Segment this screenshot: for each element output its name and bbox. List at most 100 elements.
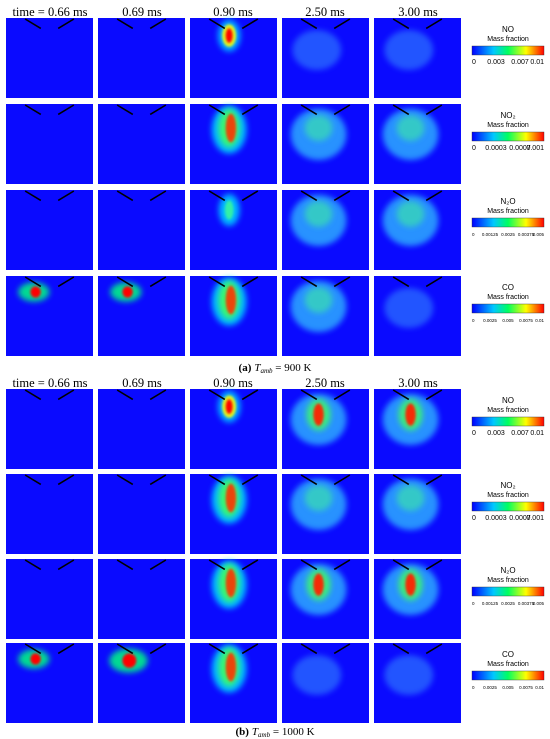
colorbar-species: CO [502,283,514,292]
contour-panel [190,104,277,184]
caption-variable: T [254,362,261,374]
contour-panel [282,18,369,98]
panel-background [98,559,185,639]
contour-panel [282,276,369,356]
time-label: 3.00 ms [398,376,438,390]
injector [241,104,259,116]
colorbar [471,586,545,597]
plume [122,286,133,298]
contour-panel [98,190,185,270]
colorbar-tick: 0.0075 [519,685,533,690]
injector [300,643,318,655]
contour-panel [6,559,93,639]
injector [116,643,134,655]
injector [24,389,42,401]
contour-panel [98,18,185,98]
plume [225,483,237,513]
contour-panel [6,276,93,356]
colorbar-tick: 0.0025 [501,601,515,606]
panel-background [98,276,185,356]
contour-panel [190,389,277,469]
plume [225,652,237,682]
injector [149,190,167,202]
colorbar [471,670,545,681]
contour-panel [190,559,277,639]
injector [300,190,318,202]
caption-label: (a) [239,362,252,374]
injector [241,190,259,202]
plume [384,30,434,70]
contour-panel [6,643,93,723]
injector [425,559,443,571]
contour-panel [6,389,93,469]
colorbar-label: Mass fraction [487,407,529,414]
colorbar-tick: 0.0007 [509,515,531,522]
time-label: 0.69 ms [122,376,162,390]
injector [149,389,167,401]
injector [425,276,443,288]
time-label: 2.50 ms [305,376,345,390]
colorbar-tick: 0.007 [511,59,529,66]
colorbar-tick: 0.005 [533,601,545,606]
contour-panel [98,474,185,554]
injector [425,389,443,401]
colorbar-tick: 0 [472,601,475,606]
colorbar [471,416,545,427]
colorbar-label: Mass fraction [487,577,529,584]
contour-panel [282,104,369,184]
injector [241,389,259,401]
colorbar-tick: 0.005 [502,318,514,323]
injector [333,559,351,571]
colorbar-species: NO [502,25,514,34]
injector [333,276,351,288]
colorbar-tick: 0.00375 [518,601,535,606]
colorbar-label: Mass fraction [487,208,529,215]
caption-label: (b) [235,726,249,738]
injector [425,474,443,486]
contour-panel [374,643,461,723]
panel-background [98,104,185,184]
colorbar-species: NO₂ [500,481,515,490]
panel-background [6,104,93,184]
contour-panel [190,643,277,723]
colorbar-label: Mass fraction [487,294,529,301]
colorbar-species: NO₂ [500,111,515,120]
injector [208,474,226,486]
contour-panel [98,104,185,184]
contour-panel [6,474,93,554]
injector [333,190,351,202]
time-label: time = 0.66 ms [12,376,87,390]
injector [57,190,75,202]
contour-panel [282,190,369,270]
injector [57,643,75,655]
colorbar-tick: 0 [472,515,476,522]
caption: (b) Tamb = 1000 K [235,726,314,739]
contour-panel [98,389,185,469]
panel-background [98,474,185,554]
injector [116,389,134,401]
contour-panel [282,389,369,469]
colorbar-tick: 0.007 [511,430,529,437]
colorbar-tick: 0.0003 [485,515,507,522]
injector [57,474,75,486]
injector [425,190,443,202]
caption-text: = 900 K [273,362,312,374]
injector [425,104,443,116]
contour-panel [374,559,461,639]
contour-panel [374,190,461,270]
panel-background [6,18,93,98]
colorbar-label: Mass fraction [487,492,529,499]
colorbar-species: CO [502,650,514,659]
contour-panel [190,474,277,554]
colorbar-tick: 0.01 [530,59,544,66]
injector [208,643,226,655]
contour-panel [98,276,185,356]
injector [333,643,351,655]
caption-subscript: amb [260,367,273,375]
injector [300,104,318,116]
plume [292,30,342,70]
time-label: time = 0.66 ms [12,5,87,19]
plume [313,403,324,426]
time-label: 0.90 ms [213,376,253,390]
panel-background [6,190,93,270]
